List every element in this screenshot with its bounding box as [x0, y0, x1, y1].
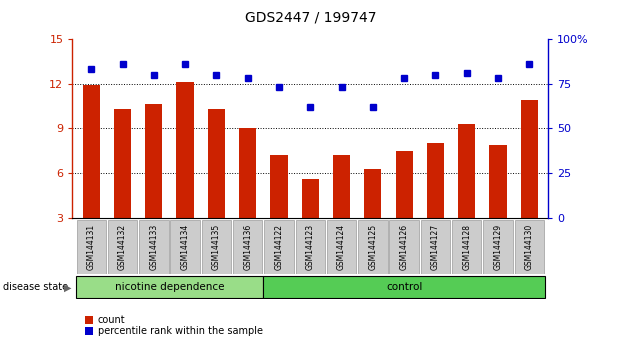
- FancyBboxPatch shape: [295, 220, 325, 274]
- FancyBboxPatch shape: [76, 220, 106, 274]
- Text: GSM144125: GSM144125: [369, 224, 377, 270]
- Text: GSM144128: GSM144128: [462, 224, 471, 270]
- Text: GSM144130: GSM144130: [525, 224, 534, 270]
- Text: GSM144132: GSM144132: [118, 224, 127, 270]
- FancyBboxPatch shape: [233, 220, 263, 274]
- Text: ▶: ▶: [64, 282, 71, 292]
- Text: control: control: [386, 282, 422, 292]
- FancyBboxPatch shape: [358, 220, 387, 274]
- Bar: [176, 82, 193, 218]
- FancyBboxPatch shape: [389, 220, 419, 274]
- Bar: [114, 109, 131, 218]
- FancyBboxPatch shape: [263, 276, 545, 298]
- FancyBboxPatch shape: [139, 220, 168, 274]
- Text: GSM144134: GSM144134: [181, 224, 190, 270]
- Bar: [364, 169, 382, 218]
- Bar: [85, 316, 93, 324]
- Bar: [270, 155, 287, 218]
- FancyBboxPatch shape: [170, 220, 200, 274]
- Text: GDS2447 / 199747: GDS2447 / 199747: [244, 11, 376, 25]
- Bar: [145, 104, 163, 218]
- FancyBboxPatch shape: [452, 220, 481, 274]
- Text: GSM144136: GSM144136: [243, 224, 252, 270]
- FancyBboxPatch shape: [264, 220, 294, 274]
- Text: GSM144131: GSM144131: [87, 224, 96, 270]
- FancyBboxPatch shape: [483, 220, 513, 274]
- Text: GSM144122: GSM144122: [275, 224, 284, 270]
- Text: GSM144133: GSM144133: [149, 224, 158, 270]
- Text: disease state: disease state: [3, 282, 68, 292]
- Text: nicotine dependence: nicotine dependence: [115, 282, 224, 292]
- FancyBboxPatch shape: [515, 220, 544, 274]
- FancyBboxPatch shape: [421, 220, 450, 274]
- Bar: [85, 327, 93, 335]
- Bar: [427, 143, 444, 218]
- Bar: [458, 124, 476, 218]
- Bar: [302, 179, 319, 218]
- Bar: [490, 145, 507, 218]
- Bar: [521, 100, 538, 218]
- Bar: [83, 85, 100, 218]
- Bar: [396, 151, 413, 218]
- Text: GSM144126: GSM144126: [399, 224, 409, 270]
- Text: GSM144135: GSM144135: [212, 224, 221, 270]
- Bar: [239, 129, 256, 218]
- Text: GSM144123: GSM144123: [306, 224, 315, 270]
- FancyBboxPatch shape: [327, 220, 357, 274]
- Text: count: count: [98, 315, 125, 325]
- Text: GSM144127: GSM144127: [431, 224, 440, 270]
- Text: GSM144124: GSM144124: [337, 224, 346, 270]
- Bar: [333, 155, 350, 218]
- Text: GSM144129: GSM144129: [493, 224, 503, 270]
- Text: percentile rank within the sample: percentile rank within the sample: [98, 326, 263, 336]
- FancyBboxPatch shape: [202, 220, 231, 274]
- Bar: [208, 109, 225, 218]
- FancyBboxPatch shape: [108, 220, 137, 274]
- FancyBboxPatch shape: [76, 276, 263, 298]
